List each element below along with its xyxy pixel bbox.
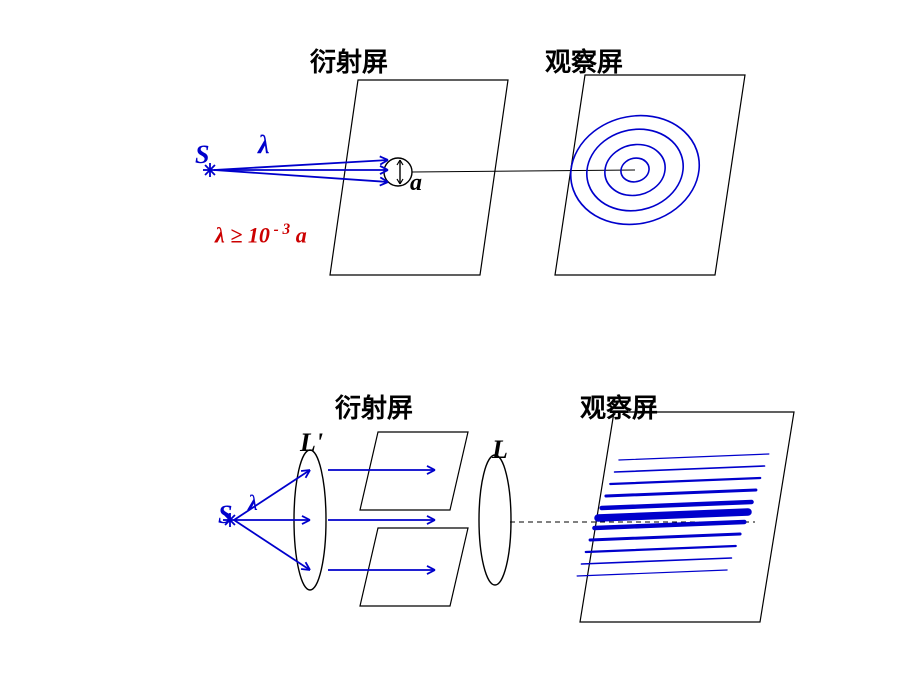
diagram-stage: 衍射屏 观察屏 S λ a λ ≥ 10 - 3 a 衍射屏 观察屏 S λ L… [0,0,920,690]
top-diffraction-title: 衍射屏 [310,42,388,79]
bottom-lens1-label: L' [300,428,323,458]
diagram-svg [0,0,920,690]
bottom-diffraction-title: 衍射屏 [335,388,413,425]
top-source-label: S [195,140,209,170]
bottom-source-label: S [218,500,232,530]
top-lambda-label: λ [258,130,270,160]
bottom-lens2-label: L [492,435,508,465]
top-aperture-label: a [410,170,422,197]
bottom-lambda-label: λ [248,490,258,516]
bottom-observe-title: 观察屏 [580,388,658,425]
top-condition: λ ≥ 10 - 3 a [215,218,307,248]
top-observe-title: 观察屏 [545,42,623,79]
